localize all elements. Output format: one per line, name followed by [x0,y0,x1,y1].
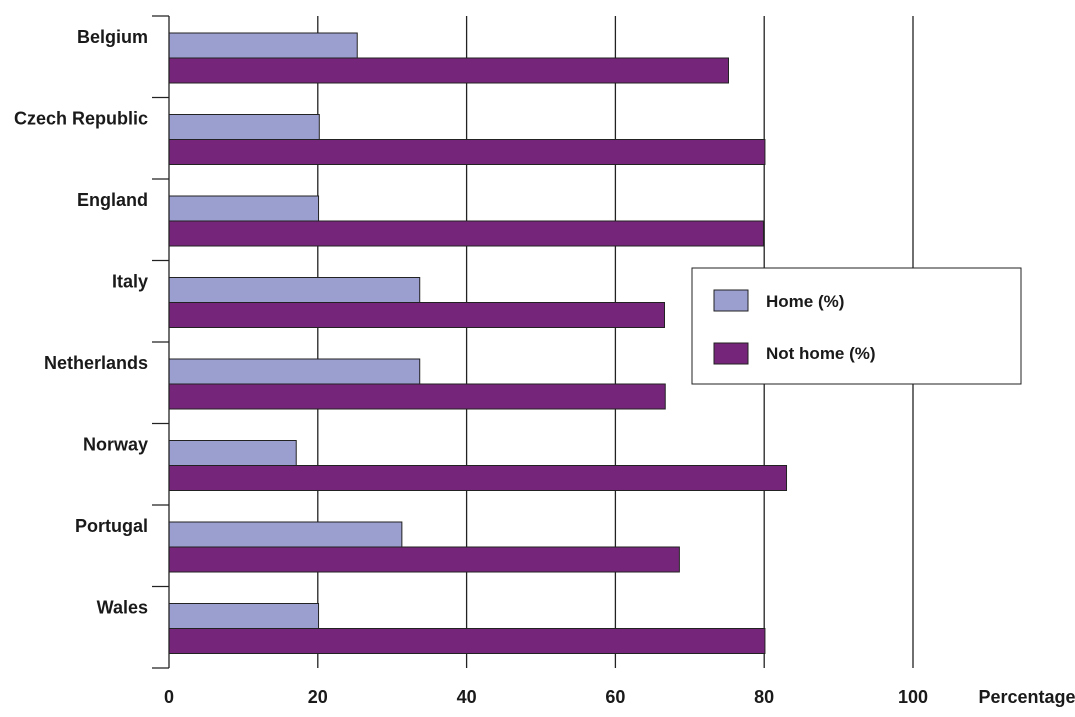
bar-home [168,32,358,59]
x-tick-labels: 0 20 40 60 80 100 [164,687,928,707]
legend-label-not-home: Not home (%) [766,344,876,363]
category-label: Portugal [75,516,148,536]
x-tick-label: 20 [308,687,328,707]
bar-home [168,358,421,385]
bar-home [168,195,320,222]
category-label: Italy [112,271,148,291]
bar-not-home [168,220,764,247]
x-tick-label: 80 [754,687,774,707]
x-axis-title: Percentage [978,687,1075,707]
bar-home [168,114,320,140]
x-tick-label: 40 [457,687,477,707]
y-axis [152,15,170,669]
legend-swatch-not-home [713,342,749,365]
bar-not-home [168,139,766,165]
x-tick-label: 100 [898,687,928,707]
category-label: Czech Republic [14,108,148,128]
bar-not-home [168,546,680,573]
legend-swatch-home [713,289,749,312]
legend-label-home: Home (%) [766,292,844,311]
category-label: Belgium [77,27,148,47]
category-label: Netherlands [44,353,148,373]
bar-home [168,521,403,548]
x-tick-label: 60 [605,687,625,707]
x-tick-label: 0 [164,687,174,707]
bar-home [168,277,421,303]
bar-not-home [168,628,766,654]
category-label: England [77,190,148,210]
bar-home [168,440,297,466]
legend: Home (%) Not home (%) [691,267,1022,385]
category-label: Norway [83,434,148,454]
legend-box [691,267,1022,385]
bar-not-home [168,57,729,84]
category-labels: Belgium Czech Republic England Italy Netherl… [14,27,148,618]
bar-home [168,603,320,629]
bar-not-home [168,302,666,328]
bar-not-home [168,383,666,410]
category-label: Wales [97,597,148,617]
bar-not-home [168,465,788,491]
